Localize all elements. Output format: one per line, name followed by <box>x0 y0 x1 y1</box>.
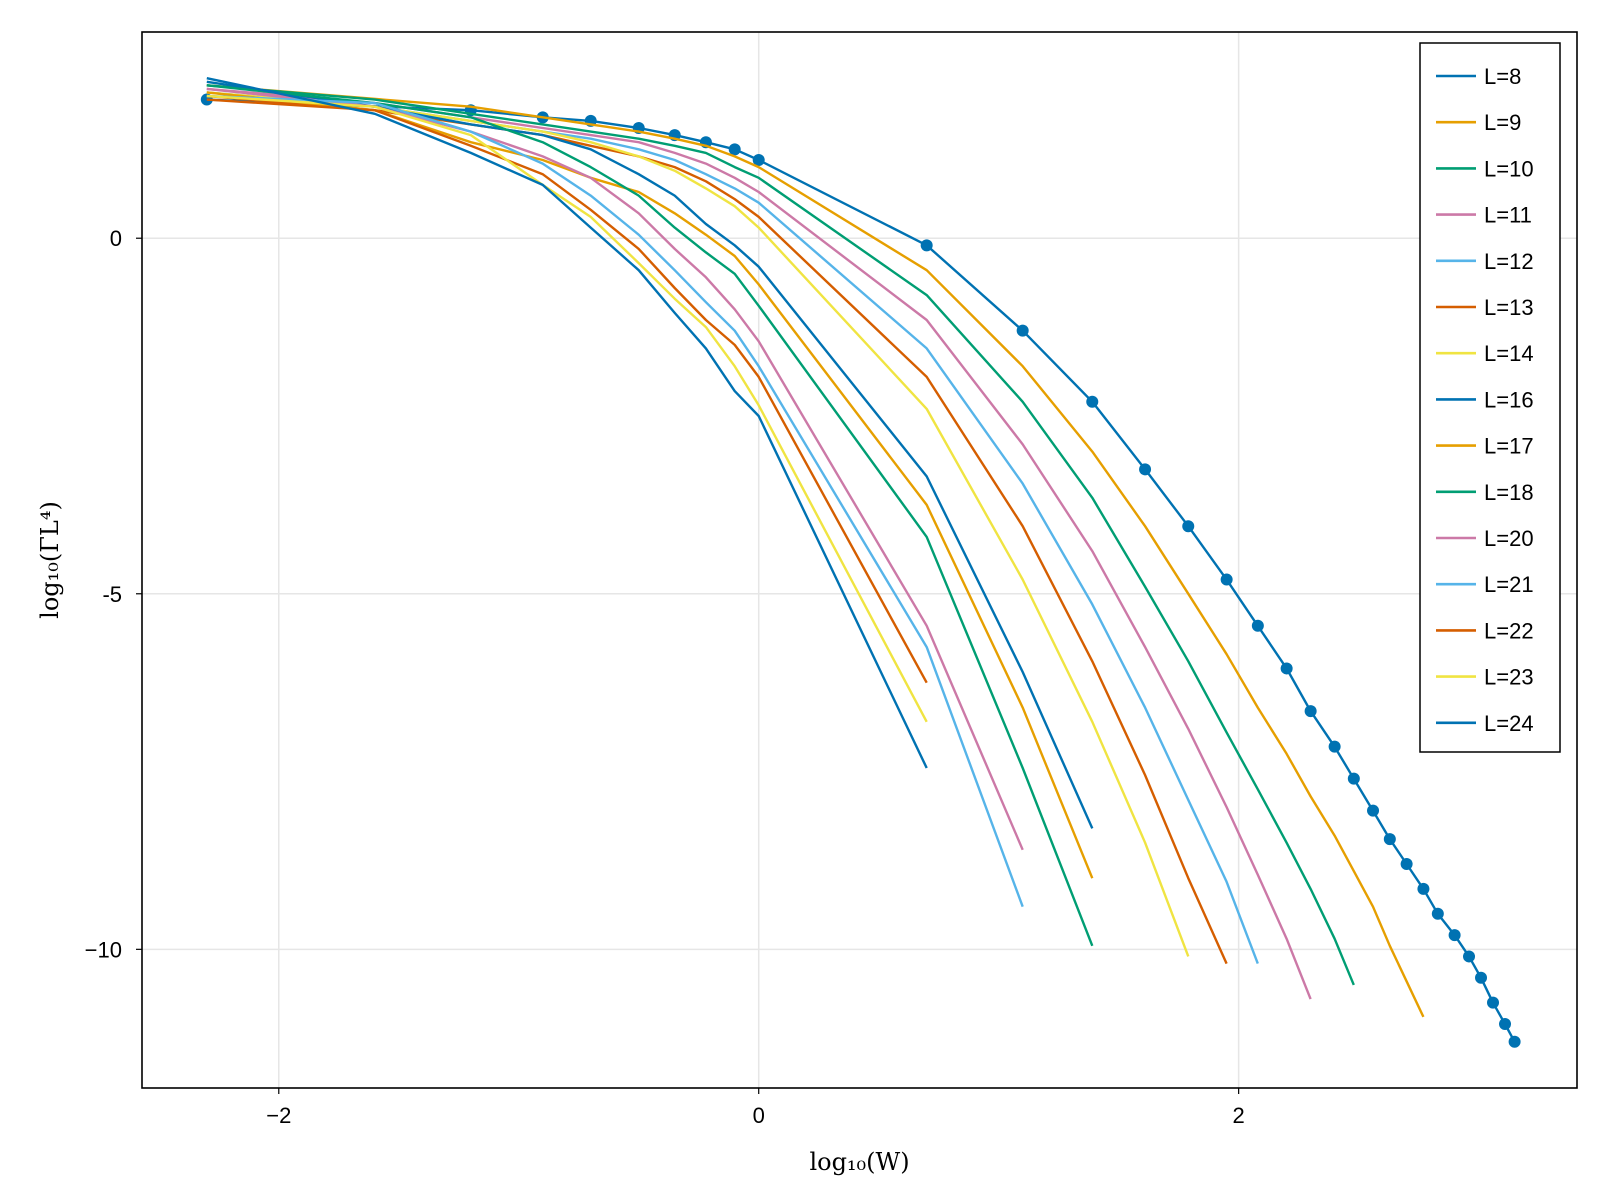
legend-entry: L=14 <box>1436 341 1534 366</box>
x-axis-label: log₁₀(W) <box>809 1148 909 1176</box>
data-point <box>1475 971 1488 984</box>
legend-entry: L=8 <box>1436 64 1521 89</box>
legend-label: L=11 <box>1484 203 1532 228</box>
data-point <box>1304 705 1317 718</box>
series-l-24 <box>206 77 928 769</box>
legend-label: L=24 <box>1484 711 1534 736</box>
series-line <box>206 87 1312 1000</box>
legend-label: L=13 <box>1484 295 1534 320</box>
data-point <box>1086 395 1099 408</box>
legend-label: L=8 <box>1484 64 1521 89</box>
series-line <box>206 84 1094 947</box>
data-point <box>1328 740 1341 753</box>
y-tick-label: -5 <box>102 582 122 607</box>
legend-label: L=10 <box>1484 156 1534 181</box>
legend-entry: L=22 <box>1436 618 1534 643</box>
legend-entry: L=10 <box>1436 156 1534 181</box>
data-point <box>1347 772 1360 785</box>
data-point <box>1499 1018 1512 1030</box>
data-point <box>1220 573 1233 586</box>
series-l-11 <box>206 87 1312 1000</box>
data-point <box>1016 324 1029 337</box>
series-line <box>206 80 1094 829</box>
series-l-21 <box>206 94 1024 908</box>
data-point <box>1400 858 1413 870</box>
legend-entry: L=20 <box>1436 526 1534 551</box>
data-point <box>1367 804 1380 817</box>
legend-entry: L=17 <box>1436 434 1534 459</box>
series-l-10 <box>206 84 1355 986</box>
plot-frame <box>141 31 1578 1089</box>
legend-box <box>1419 42 1561 753</box>
x-tick-label: −2 <box>266 1103 291 1128</box>
series-l-9 <box>206 84 1425 1018</box>
data-point <box>1417 882 1430 895</box>
data-point <box>752 154 765 166</box>
legend-label: L=23 <box>1484 665 1534 690</box>
data-point <box>1139 463 1152 476</box>
legend-label: L=14 <box>1484 341 1534 366</box>
data-point <box>1463 950 1476 963</box>
y-tick-label: −10 <box>85 937 122 962</box>
legend-entry: L=23 <box>1436 665 1534 690</box>
series-l-22 <box>206 98 928 684</box>
legend-label: L=21 <box>1484 572 1534 597</box>
series-line <box>206 77 928 769</box>
data-point <box>920 239 933 252</box>
x-tick-label: 0 <box>753 1103 765 1128</box>
legend-entry: L=18 <box>1436 480 1534 505</box>
data-point <box>1487 996 1500 1009</box>
y-axis-label: log₁₀(ΓL⁴) <box>36 501 64 619</box>
legend-label: L=20 <box>1484 526 1534 551</box>
legend-entry: L=16 <box>1436 387 1534 412</box>
series-line <box>206 84 1355 986</box>
legend-label: L=9 <box>1484 110 1521 135</box>
legend-label: L=16 <box>1484 387 1534 412</box>
series-l-16 <box>206 80 1094 829</box>
series-line <box>206 98 928 684</box>
data-point <box>1508 1035 1521 1048</box>
data-point <box>1448 929 1461 942</box>
series-layer <box>200 77 1521 1048</box>
data-point <box>1431 907 1444 920</box>
x-tick-label: 2 <box>1233 1103 1245 1128</box>
series-line <box>206 94 1024 908</box>
series-line <box>206 84 1425 1018</box>
series-line <box>206 91 1094 879</box>
legend: L=8 L=9 L=10 L=11 L=12 L=13 L=14 L=16 L=17 L=18 L=… <box>1419 42 1561 753</box>
series-l-17 <box>206 91 1094 879</box>
legend-entry: L=11 <box>1436 203 1532 228</box>
series-line <box>206 94 928 723</box>
data-point <box>1182 520 1195 533</box>
series-l-18 <box>206 84 1094 947</box>
series-l-23 <box>206 94 928 723</box>
legend-label: L=18 <box>1484 480 1534 505</box>
data-point <box>1383 833 1396 846</box>
legend-label: L=22 <box>1484 618 1534 643</box>
legend-label: L=12 <box>1484 249 1534 274</box>
axis-ticks: −2 0 2 0 -5 −10 <box>85 226 1245 1128</box>
data-point <box>1280 662 1293 675</box>
legend-entry: L=13 <box>1436 295 1534 320</box>
legend-label: L=17 <box>1484 434 1534 459</box>
y-tick-label: 0 <box>110 226 122 251</box>
legend-entry: L=9 <box>1436 110 1521 135</box>
legend-entry: L=21 <box>1436 572 1534 597</box>
legend-entry: L=12 <box>1436 249 1534 274</box>
data-point <box>1251 619 1264 632</box>
data-point <box>728 143 741 156</box>
legend-entry: L=24 <box>1436 711 1534 736</box>
